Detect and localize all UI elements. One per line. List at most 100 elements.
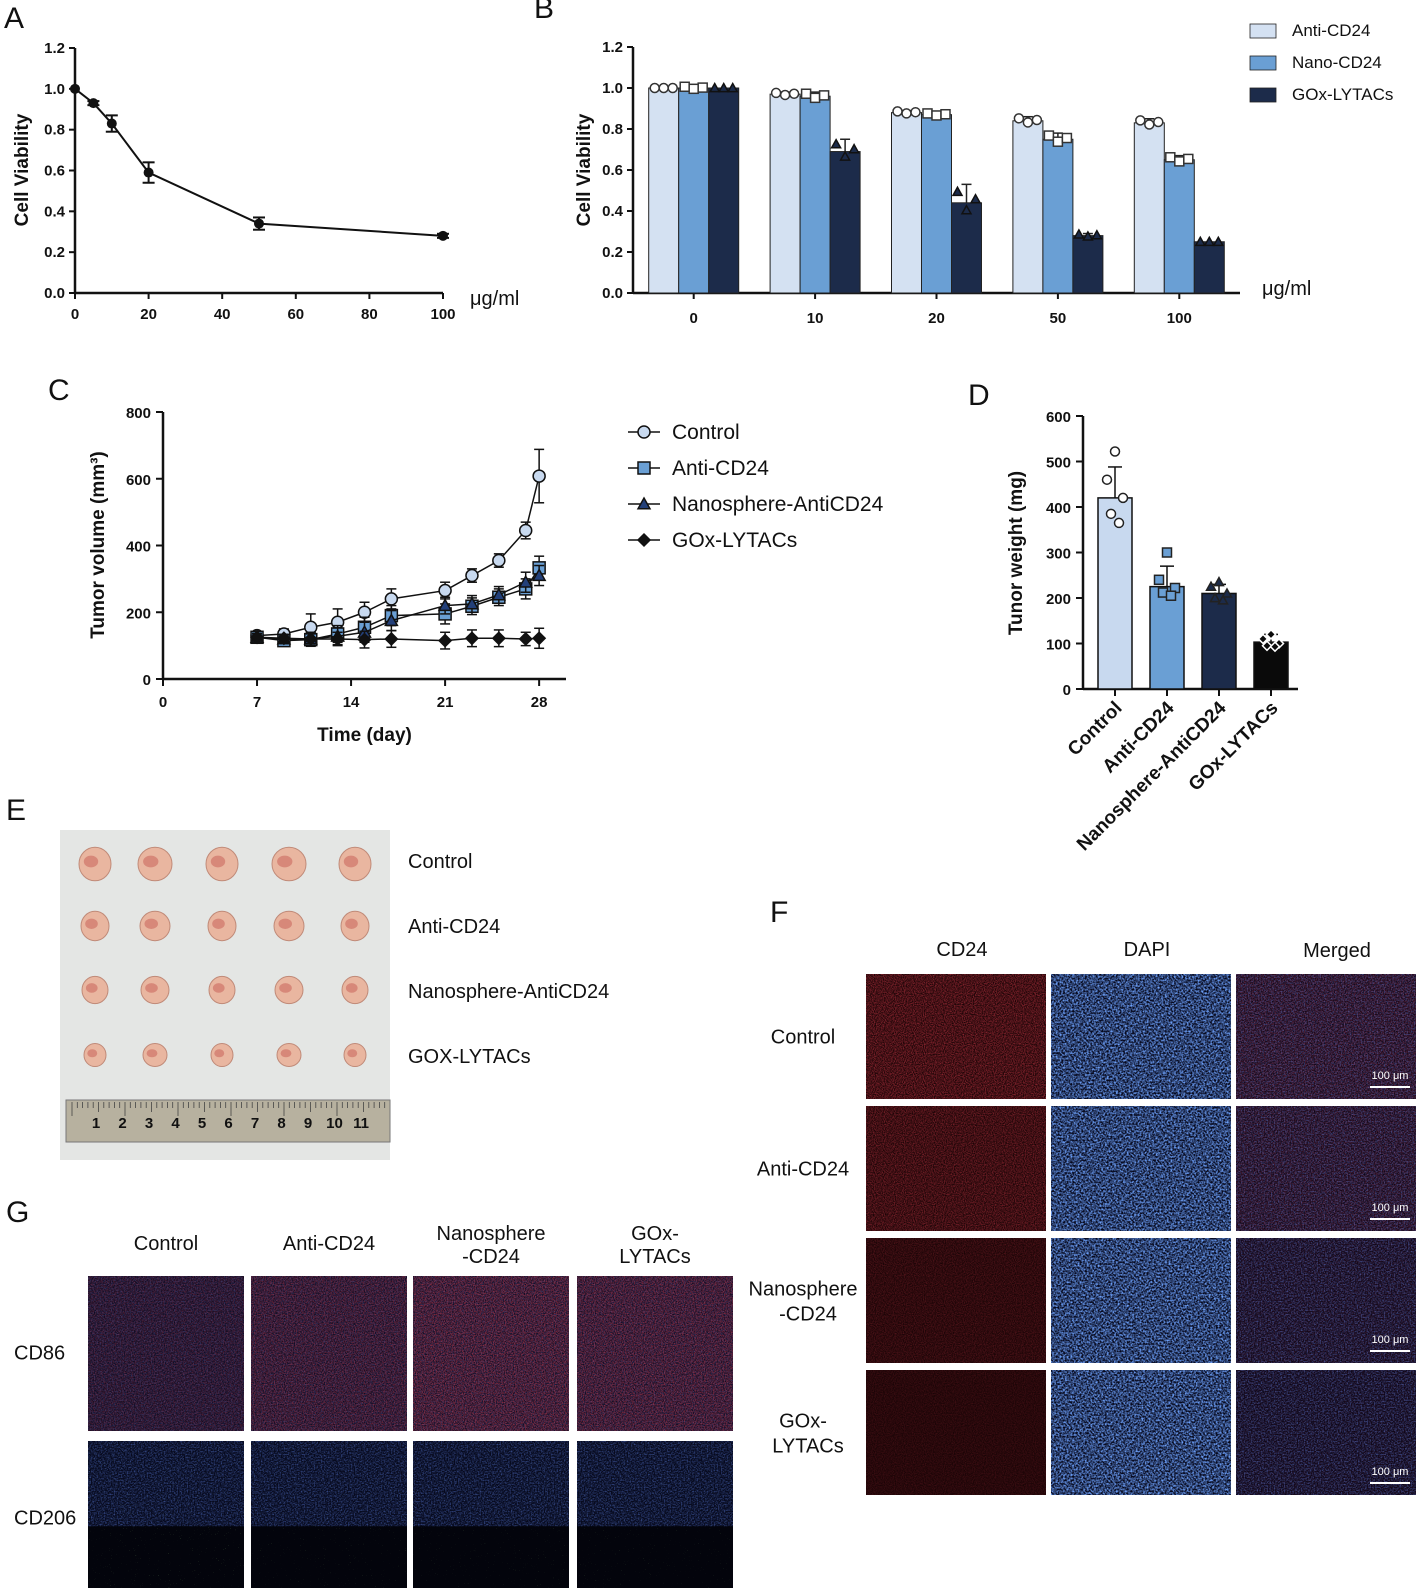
data-point <box>1209 591 1221 603</box>
x-tick-label: 60 <box>287 306 304 323</box>
data-point <box>491 631 506 646</box>
data-point <box>518 523 533 538</box>
data-point <box>910 106 921 118</box>
ruler-number: 5 <box>198 1115 206 1132</box>
legend-label: Control <box>672 421 740 444</box>
tumor-highlight <box>345 983 358 993</box>
merged-red <box>1236 1370 1416 1495</box>
tumor-highlight <box>87 1049 98 1058</box>
panel-e-tumor-photo: 1 2 3 4 5 6 7 8 9 10 11 Control Anti-CD24 Nanosphe… <box>60 830 609 1160</box>
bar <box>1163 159 1195 294</box>
tumor-highlight <box>144 918 158 929</box>
ruler-number: 2 <box>118 1115 126 1132</box>
data-point <box>779 89 791 101</box>
legend-label: Anti-CD24 <box>672 457 769 480</box>
data-point <box>1013 113 1025 124</box>
data-point <box>303 631 318 647</box>
data-point <box>70 83 80 94</box>
data-point <box>1113 517 1125 529</box>
data-point <box>492 553 506 568</box>
y-tick-label: 0.6 <box>602 162 623 179</box>
data-point <box>1082 230 1094 241</box>
tumor-highlight <box>278 918 292 929</box>
y-tick-label: 1.2 <box>602 39 623 56</box>
data-point <box>438 230 448 241</box>
tumor-highlight <box>277 855 293 868</box>
y-tick-label: 200 <box>126 605 151 622</box>
ruler-number: 6 <box>224 1115 232 1132</box>
y-tick-label: 1.2 <box>44 40 65 57</box>
data-point <box>839 150 851 161</box>
y-tick-label: 600 <box>126 472 151 489</box>
data-point <box>1265 628 1277 640</box>
col-label-merged: Merged <box>1303 940 1371 962</box>
col-label-dapi: DAPI <box>1124 939 1171 961</box>
x-axis-label: Time (day) <box>317 725 412 746</box>
data-point <box>384 631 399 647</box>
dapi-signal <box>1051 1370 1231 1495</box>
legend-marker <box>637 461 651 475</box>
bar <box>1149 585 1185 690</box>
y-axis-label: Tunor weight (mg) <box>1006 471 1027 635</box>
data-point <box>697 82 708 93</box>
legend-label: Anti-CD24 <box>1292 21 1370 40</box>
data-point <box>437 598 453 612</box>
data-point <box>88 98 99 109</box>
x-tick-label: 28 <box>531 694 548 711</box>
bar <box>1253 641 1289 690</box>
data-point <box>940 108 951 120</box>
data-point <box>1135 115 1146 126</box>
panel-label-c: C <box>48 374 70 407</box>
y-tick-label: 500 <box>1046 455 1071 472</box>
x-tick-label: GOx-LYTACs <box>1185 698 1283 796</box>
row-label-line2: -CD24 <box>779 1304 837 1326</box>
cd86-signal <box>413 1276 569 1431</box>
row-label-line1: Nanosphere <box>749 1279 858 1301</box>
panel-label-e: E <box>6 794 26 827</box>
ruler-number: 8 <box>277 1115 285 1132</box>
scale-bar-label: 100 μm <box>1372 1334 1409 1346</box>
cd86-signal <box>251 1276 407 1431</box>
panel-label-b: B <box>534 0 554 25</box>
cd24-signal <box>866 1370 1046 1495</box>
legend-label: Nanosphere-AntiCD24 <box>672 493 884 516</box>
col-label-line2: LYTACs <box>619 1246 691 1268</box>
cd24-signal <box>866 974 1046 1099</box>
x-tick-label: 100 <box>430 306 455 323</box>
y-tick-label: 0.8 <box>44 122 65 139</box>
data-point <box>1165 590 1177 601</box>
data-point <box>931 110 942 121</box>
data-point <box>667 82 678 94</box>
x-tick-label: 20 <box>140 306 157 323</box>
data-point <box>1105 508 1117 520</box>
cd206-signal <box>88 1441 244 1588</box>
chart-b-bar-viability: 0.0 0.2 0.4 0.6 0.8 1.0 1.2 Cell Viability μg/ml… <box>574 21 1393 327</box>
data-point <box>688 83 699 95</box>
x-tick-label: 80 <box>361 306 378 323</box>
series-line <box>74 88 444 237</box>
tumor-highlight <box>143 855 159 868</box>
cd206-signal <box>577 1441 733 1588</box>
y-tick-label: 0.6 <box>44 163 65 180</box>
cd206-signal <box>413 1441 569 1588</box>
ruler-number: 4 <box>171 1115 180 1132</box>
panel-label-f: F <box>770 896 788 929</box>
merged-red <box>1236 1238 1416 1363</box>
data-point <box>658 82 669 94</box>
y-axis-label: Tumor volume (mm³) <box>88 451 109 639</box>
bar <box>1193 241 1225 294</box>
data-point <box>330 631 345 647</box>
data-point <box>848 143 860 154</box>
y-tick-label: 0.4 <box>602 203 624 220</box>
bar <box>891 112 922 294</box>
legend-swatch <box>1249 87 1277 103</box>
data-point <box>1144 119 1155 130</box>
panel-label-d: D <box>968 379 990 412</box>
data-point <box>717 81 730 93</box>
bar <box>799 95 831 294</box>
row-label-line2: LYTACs <box>772 1436 844 1458</box>
tumor-highlight <box>146 1049 158 1058</box>
ruler-number: 10 <box>326 1115 343 1132</box>
data-point <box>1043 130 1055 141</box>
y-tick-label: 0.2 <box>602 244 623 261</box>
